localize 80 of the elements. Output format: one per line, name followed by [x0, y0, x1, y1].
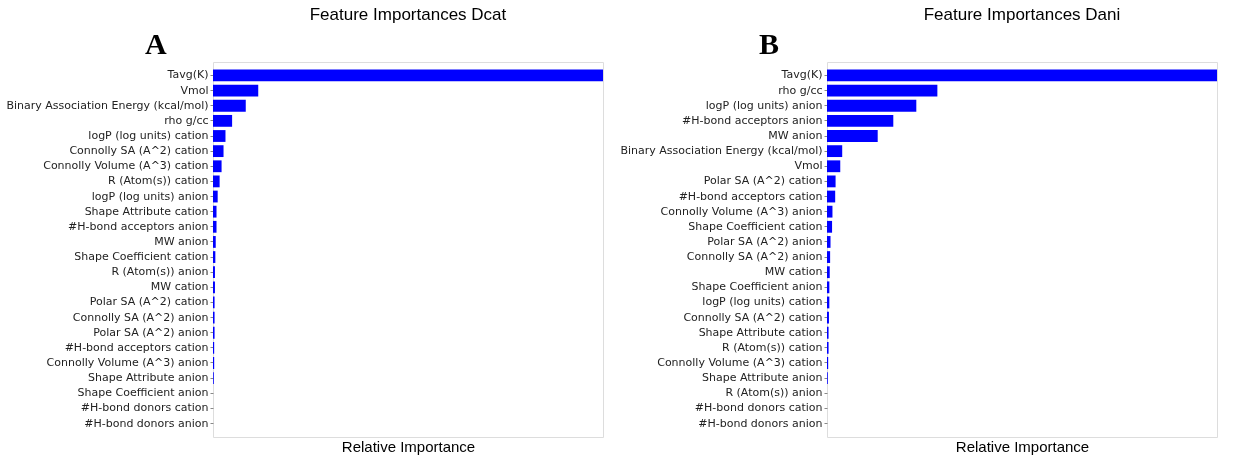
- y-tick-label: Connolly Volume (A^3) anion: [660, 204, 823, 218]
- y-tick-label: Shape Coefficient cation: [74, 250, 209, 264]
- y-tick-label: #H-bond acceptors cation: [64, 340, 209, 354]
- y-tick-label: Polar SA (A^2) anion: [707, 234, 823, 248]
- y-tick-label: Shape Attribute cation: [84, 204, 209, 218]
- bar: [213, 160, 222, 173]
- y-tick-label: Vmol: [180, 83, 209, 97]
- y-tick-label: MW anion: [154, 234, 209, 248]
- y-tick-label: logP (log units) cation: [88, 129, 209, 142]
- bar: [827, 130, 878, 142]
- y-tick-label: R (Atom(s)) cation: [108, 174, 209, 188]
- y-tick-label: Shape Coefficient anion: [691, 280, 823, 294]
- y-tick-label: Shape Coefficient cation: [688, 219, 823, 233]
- y-tick-label: Connolly SA (A^2) anion: [686, 250, 823, 264]
- y-tick-label: #H-bond acceptors anion: [68, 219, 209, 233]
- bar: [827, 175, 836, 188]
- x-axis-title: Relative Importance: [341, 437, 476, 455]
- bar: [827, 114, 894, 127]
- bar: [827, 145, 843, 158]
- bar: [827, 266, 830, 279]
- bar: [827, 69, 1217, 82]
- bar: [827, 84, 938, 97]
- y-tick-label: Connolly SA (A^2) anion: [72, 310, 209, 324]
- y-tick-label: Connolly Volume (A^3) cation: [43, 159, 209, 173]
- y-tick-label: Shape Attribute anion: [702, 371, 823, 385]
- bar: [827, 190, 836, 203]
- y-tick-label: logP (log units) anion: [705, 98, 823, 112]
- y-tick-label: R (Atom(s)) anion: [725, 386, 823, 400]
- text: A: [145, 27, 167, 60]
- y-tick-label: Tavg(K): [166, 68, 209, 82]
- bar: [213, 236, 216, 248]
- y-tick-label: #H-bond donors cation: [80, 401, 209, 415]
- y-tick-label: Tavg(K): [780, 68, 823, 82]
- bar: [827, 251, 831, 263]
- bar: [213, 205, 217, 218]
- chart-title: Feature Importances Dani: [923, 5, 1121, 24]
- chart-title: Feature Importances Dcat: [309, 5, 507, 24]
- text: B: [759, 27, 780, 60]
- y-tick-label: Shape Coefficient anion: [77, 386, 209, 400]
- bar: [213, 114, 233, 127]
- bar: [827, 220, 833, 233]
- y-tick-label: #H-bond donors anion: [84, 416, 209, 430]
- bar: [213, 190, 218, 203]
- bar: [213, 130, 226, 142]
- y-tick-label: Binary Association Energy (kcal/mol): [6, 98, 209, 112]
- y-tick-label: rho g/cc: [164, 113, 209, 127]
- y-tick-label: Connolly SA (A^2) cation: [683, 310, 823, 324]
- y-tick-label: Binary Association Energy (kcal/mol): [620, 144, 823, 158]
- y-tick-label: logP (log units) anion: [91, 189, 209, 203]
- y-tick-label: #H-bond acceptors anion: [682, 113, 823, 127]
- bar: [827, 99, 917, 112]
- y-tick-label: logP (log units) cation: [702, 295, 823, 309]
- bar: [213, 175, 220, 188]
- y-tick-label: #H-bond acceptors cation: [678, 189, 823, 203]
- y-tick-label: #H-bond donors anion: [698, 416, 823, 430]
- y-tick-label: MW cation: [150, 280, 209, 294]
- y-tick-label: Connolly Volume (A^3) anion: [46, 356, 209, 369]
- y-tick-label: R (Atom(s)) cation: [722, 340, 823, 354]
- y-tick-label: R (Atom(s)) anion: [111, 265, 209, 279]
- y-tick-label: MW anion: [768, 129, 823, 142]
- bar: [213, 69, 603, 82]
- y-tick-label: #H-bond donors cation: [694, 401, 823, 415]
- bar: [213, 84, 259, 97]
- y-tick-label: Shape Attribute cation: [698, 325, 823, 339]
- y-tick-label: Polar SA (A^2) anion: [93, 325, 209, 339]
- x-axis-title: Relative Importance: [955, 437, 1090, 455]
- y-tick-label: Connolly SA (A^2) cation: [69, 144, 209, 158]
- y-tick-label: Polar SA (A^2) cation: [89, 295, 209, 309]
- y-tick-label: MW cation: [764, 265, 823, 279]
- bar: [213, 220, 217, 233]
- bar: [827, 205, 833, 218]
- y-tick-label: Connolly Volume (A^3) cation: [657, 356, 823, 369]
- bar: [213, 145, 224, 158]
- y-tick-label: Polar SA (A^2) cation: [703, 174, 823, 188]
- bar: [827, 160, 841, 173]
- bar: [827, 236, 831, 248]
- bar: [213, 99, 246, 112]
- y-tick-label: Vmol: [794, 159, 823, 173]
- y-tick-label: Shape Attribute anion: [88, 371, 209, 385]
- y-tick-label: rho g/cc: [778, 83, 823, 97]
